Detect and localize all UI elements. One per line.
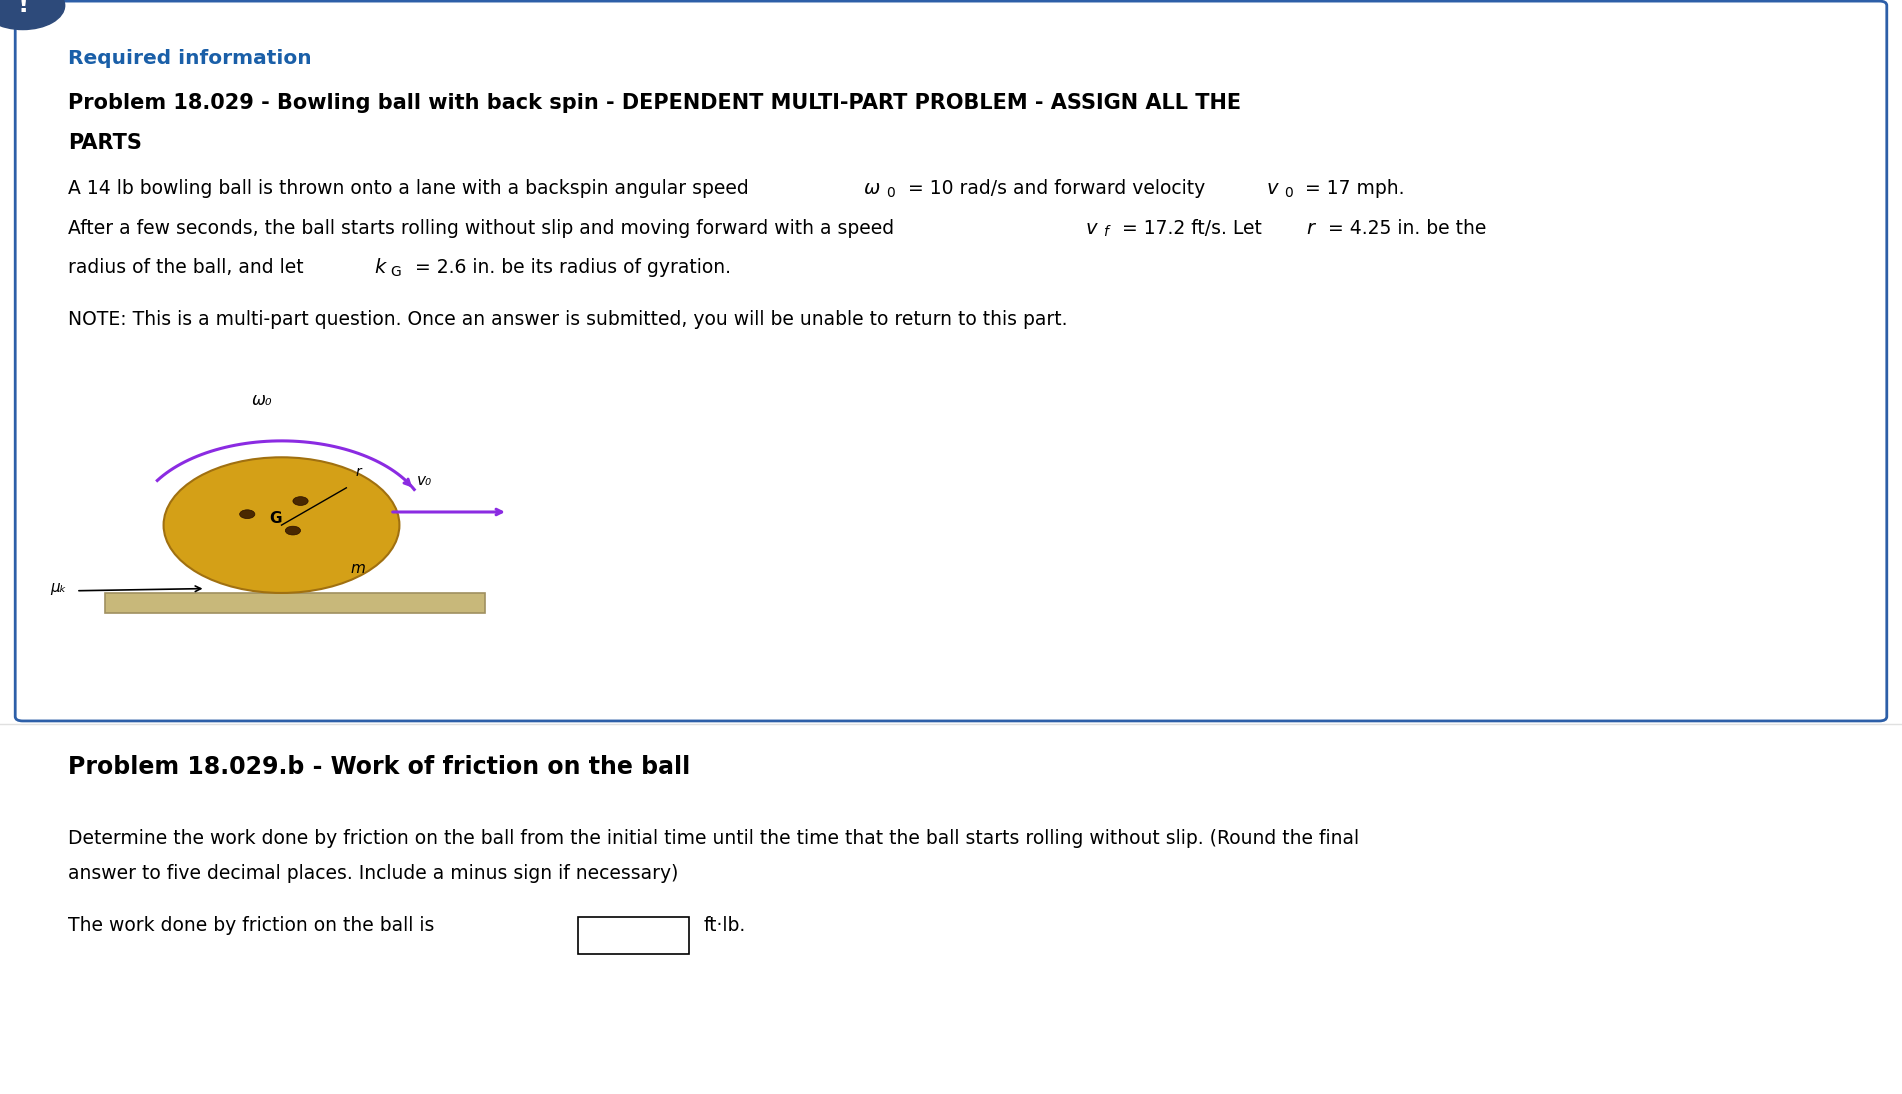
Text: G: G	[390, 265, 401, 279]
FancyBboxPatch shape	[15, 1, 1887, 721]
Circle shape	[293, 497, 308, 505]
Text: v: v	[1086, 219, 1097, 237]
Text: A 14 lb bowling ball is thrown onto a lane with a backspin angular speed: A 14 lb bowling ball is thrown onto a la…	[68, 179, 755, 198]
Text: PARTS: PARTS	[68, 133, 143, 153]
Text: = 4.25 in. be the: = 4.25 in. be the	[1322, 219, 1485, 237]
Text: The work done by friction on the ball is: The work done by friction on the ball is	[68, 916, 436, 934]
Text: ω₀: ω₀	[253, 392, 272, 409]
Text: μₖ: μₖ	[49, 580, 67, 595]
Text: = 17 mph.: = 17 mph.	[1299, 179, 1404, 198]
Text: ft·lb.: ft·lb.	[704, 916, 746, 934]
Text: radius of the ball, and let: radius of the ball, and let	[68, 258, 310, 277]
Circle shape	[240, 510, 255, 519]
Text: G: G	[270, 511, 281, 526]
Text: 0: 0	[1284, 186, 1293, 200]
Text: Required information: Required information	[68, 49, 312, 68]
Circle shape	[164, 457, 399, 593]
Circle shape	[0, 0, 65, 30]
Text: v₀: v₀	[417, 473, 432, 488]
Text: NOTE: This is a multi-part question. Once an answer is submitted, you will be un: NOTE: This is a multi-part question. Onc…	[68, 310, 1067, 328]
Text: r: r	[356, 465, 361, 479]
Text: k: k	[375, 258, 386, 277]
Text: Problem 18.029 - Bowling ball with back spin - DEPENDENT MULTI-PART PROBLEM - AS: Problem 18.029 - Bowling ball with back …	[68, 93, 1242, 113]
Text: f: f	[1103, 225, 1109, 240]
Text: Problem 18.029.b - Work of friction on the ball: Problem 18.029.b - Work of friction on t…	[68, 755, 690, 779]
Text: = 2.6 in. be its radius of gyration.: = 2.6 in. be its radius of gyration.	[409, 258, 730, 277]
Text: !: !	[17, 0, 29, 18]
Circle shape	[285, 526, 301, 535]
Text: After a few seconds, the ball starts rolling without slip and moving forward wit: After a few seconds, the ball starts rol…	[68, 219, 902, 237]
Text: m: m	[350, 561, 365, 577]
Text: = 17.2 ft/s. Let: = 17.2 ft/s. Let	[1122, 219, 1269, 237]
FancyBboxPatch shape	[105, 593, 485, 613]
FancyBboxPatch shape	[578, 917, 689, 954]
Text: answer to five decimal places. Include a minus sign if necessary): answer to five decimal places. Include a…	[68, 864, 679, 883]
Text: v: v	[1267, 179, 1278, 198]
Text: Determine the work done by friction on the ball from the initial time until the : Determine the work done by friction on t…	[68, 829, 1360, 848]
Text: = 10 rad/s and forward velocity: = 10 rad/s and forward velocity	[902, 179, 1212, 198]
Text: ω: ω	[864, 179, 881, 198]
Text: r: r	[1307, 219, 1314, 237]
Text: 0: 0	[886, 186, 896, 200]
